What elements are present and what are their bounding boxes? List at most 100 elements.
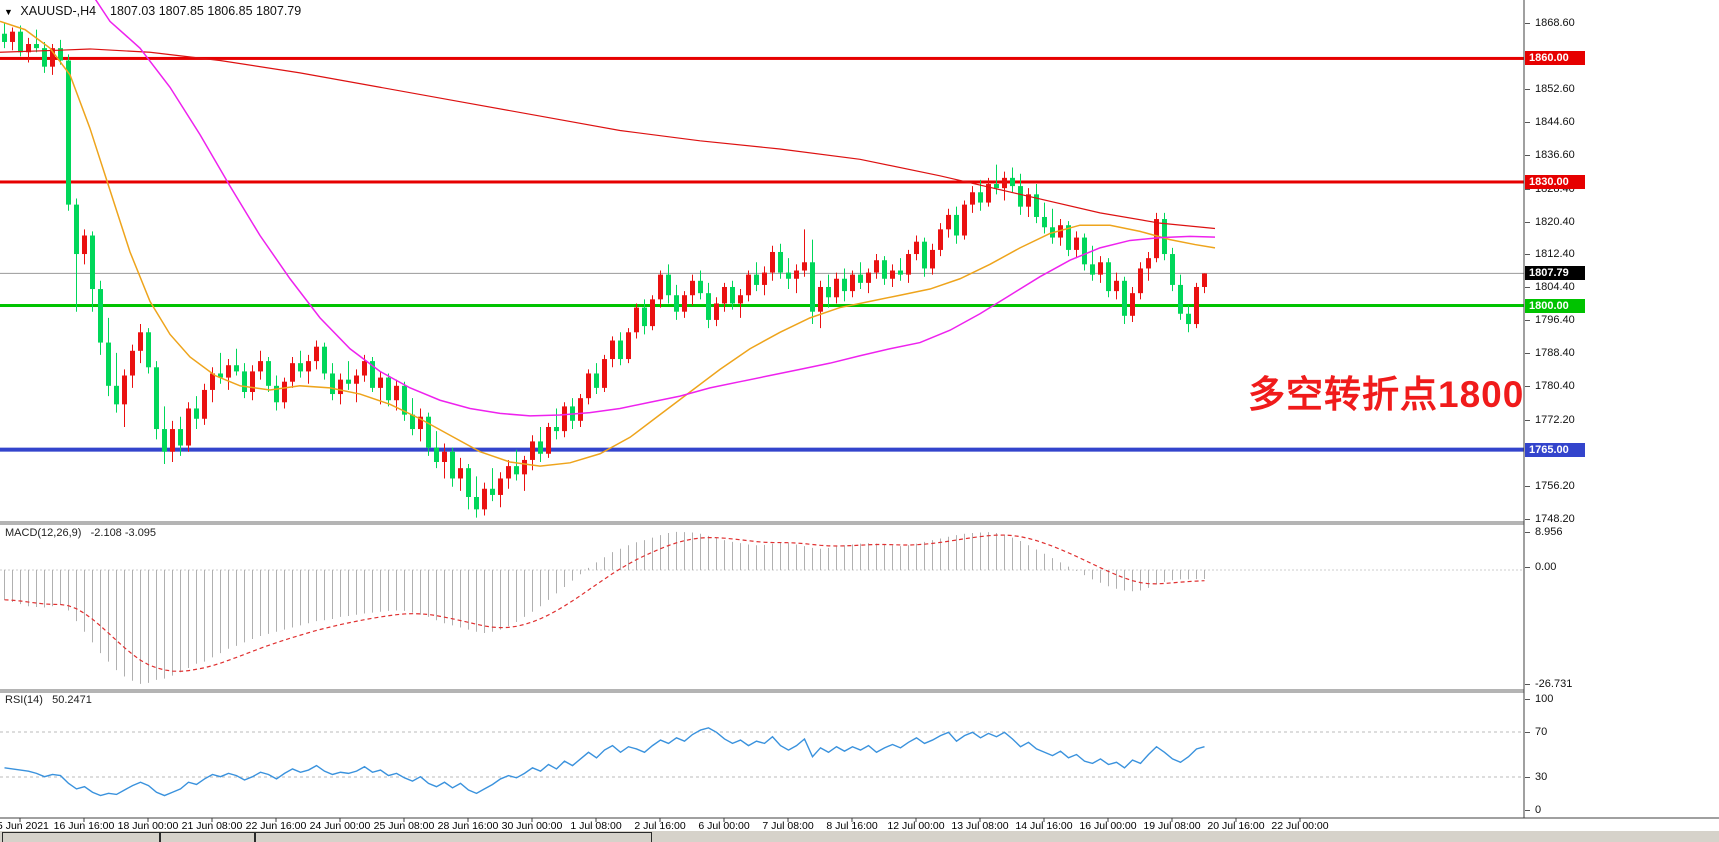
candle-body: [482, 488, 487, 510]
horizontal-line-1860.00[interactable]: [0, 56, 1524, 60]
price-line-label-1765.00: 1765.00: [1525, 442, 1585, 457]
candle-body: [106, 342, 111, 386]
candle-body: [450, 451, 455, 479]
candle-body: [42, 48, 47, 67]
candle-body: [682, 295, 687, 312]
candle-body: [770, 251, 775, 273]
candle-body: [650, 299, 655, 327]
candle-body: [378, 377, 383, 388]
time-axis-label: 1 Jul 08:00: [570, 820, 622, 832]
candle-body: [922, 241, 927, 269]
candle-body: [898, 270, 903, 275]
candle-body: [1130, 293, 1135, 316]
candle-body: [226, 365, 231, 378]
candle-body: [514, 466, 519, 475]
candle-body: [218, 373, 223, 378]
candle-body: [114, 385, 119, 405]
candle-body: [658, 274, 663, 300]
candle-body: [194, 408, 199, 419]
candle-body: [362, 361, 367, 376]
candle-body: [458, 468, 463, 479]
candle-body: [698, 280, 703, 294]
chart-tab-2[interactable]: [255, 832, 652, 842]
candle-body: [66, 60, 71, 205]
candle-body: [1042, 216, 1047, 228]
candle-body: [786, 272, 791, 279]
time-axis-label: 7 Jul 08:00: [762, 820, 814, 832]
candle-body: [794, 270, 799, 279]
candle-body: [666, 274, 671, 296]
time-axis-label: 16 Jun 16:00: [53, 820, 115, 832]
time-axis-label: 2 Jul 16:00: [634, 820, 686, 832]
chart-tab-0[interactable]: [2, 832, 160, 842]
candle-body: [642, 307, 647, 327]
candle-body: [586, 373, 591, 399]
candle-body: [130, 350, 135, 376]
candle-body: [442, 451, 447, 462]
candle-body: [546, 426, 551, 454]
chart-tab-1[interactable]: [160, 832, 255, 842]
price-line-label-1830.00: 1830.00: [1525, 174, 1585, 189]
candle-body: [258, 361, 263, 372]
price-axis[interactable]: 1868.601852.601844.601836.601828.401820.…: [1525, 0, 1719, 818]
time-axis-label: 19 Jul 08:00: [1143, 820, 1201, 832]
candle-body: [82, 235, 87, 255]
candle-body: [90, 235, 95, 290]
candle-body: [298, 363, 303, 372]
candle-body: [522, 459, 527, 475]
candle-body: [906, 254, 911, 275]
candle-body: [938, 229, 943, 250]
horizontal-line-1800.00[interactable]: [0, 304, 1524, 308]
candle-body: [810, 262, 815, 312]
candle-body: [954, 214, 959, 236]
candle-body: [434, 447, 439, 462]
price-line-label-1800.00: 1800.00: [1525, 298, 1585, 313]
candle-body: [1098, 262, 1103, 275]
candle-body: [346, 379, 351, 384]
candle-body: [914, 241, 919, 255]
candle-body: [210, 373, 215, 390]
time-axis-label: 13 Jul 08:00: [951, 820, 1009, 832]
candle-body: [858, 274, 863, 283]
time-axis-label: 28 Jun 16:00: [437, 820, 499, 832]
time-axis-label: 18 Jun 00:00: [117, 820, 179, 832]
candle-body: [506, 466, 511, 479]
candle-body: [186, 408, 191, 446]
candle-body: [370, 361, 375, 388]
horizontal-line-1765.00[interactable]: [0, 447, 1524, 452]
candle-body: [674, 295, 679, 312]
time-axis-label: 21 Jun 08:00: [181, 820, 243, 832]
time-axis-label: 20 Jul 16:00: [1207, 820, 1265, 832]
candle-body: [314, 346, 319, 362]
candle-body: [1122, 280, 1127, 316]
ma-slow-line: [0, 48, 1216, 230]
candle-body: [1162, 219, 1167, 255]
candle-body: [138, 332, 143, 351]
time-axis-label: 22 Jul 00:00: [1271, 820, 1329, 832]
candle-body: [1106, 262, 1111, 292]
candle-body: [818, 286, 823, 312]
candle-body: [562, 406, 567, 432]
candle-body: [1002, 177, 1007, 189]
candle-body: [338, 379, 343, 395]
candle-body: [402, 385, 407, 415]
time-axis-label: 8 Jul 16:00: [826, 820, 878, 832]
candle-body: [1194, 286, 1199, 325]
candle-body: [1138, 268, 1143, 294]
candle-body: [18, 31, 23, 53]
candle-body: [498, 478, 503, 495]
candle-body: [866, 272, 871, 283]
candle-body: [1058, 225, 1063, 238]
candle-body: [26, 44, 31, 53]
candle-body: [202, 389, 207, 419]
horizontal-line-1830.00[interactable]: [0, 180, 1524, 184]
symbol-dropdown-icon[interactable]: ▼: [4, 7, 13, 17]
symbol-timeframe: XAUUSD-,H4: [20, 4, 97, 18]
time-axis-label: 24 Jun 00:00: [309, 820, 371, 832]
candle-body: [754, 274, 759, 285]
candle-body: [826, 286, 831, 298]
candle-body: [850, 274, 855, 292]
